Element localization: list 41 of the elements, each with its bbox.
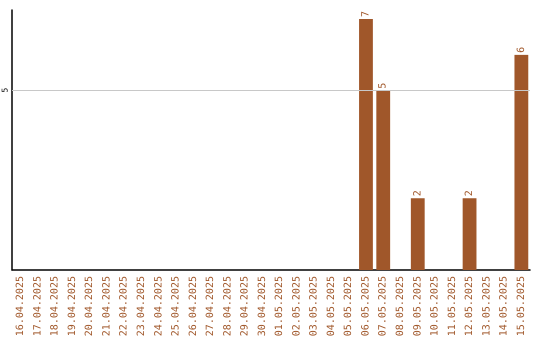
x-tick-label: 26.04.2025	[188, 276, 199, 336]
data-label: 7	[360, 10, 372, 17]
data-label: 2	[464, 190, 476, 196]
x-tick-label: 11.05.2025	[446, 276, 458, 336]
data-label: 5	[378, 82, 389, 89]
x-tick-label: 13.05.2025	[481, 276, 492, 336]
x-tick-label: 25.04.2025	[170, 276, 182, 336]
x-tick-label: 29.04.2025	[240, 276, 251, 336]
x-tick-label: 09.05.2025	[412, 276, 424, 336]
ref-line-label: 5	[0, 88, 10, 93]
x-tick-label: 17.04.2025	[32, 276, 44, 336]
x-tick-label: 27.04.2025	[205, 276, 216, 336]
x-tick-label: 23.04.2025	[136, 276, 147, 336]
x-tick-label: 20.04.2025	[84, 276, 96, 336]
x-tick-label: 08.05.2025	[395, 276, 406, 336]
x-tick-label: 02.05.2025	[291, 276, 302, 336]
x-tick-label: 06.05.2025	[360, 276, 372, 336]
x-tick-label: 15.05.2025	[516, 276, 527, 336]
bar	[462, 198, 476, 270]
data-label: 2	[412, 190, 424, 196]
x-tick-label: 10.05.2025	[430, 276, 441, 336]
x-tick-label: 28.04.2025	[222, 276, 234, 336]
bar	[376, 90, 390, 270]
bar	[359, 18, 373, 270]
x-tick-label: 12.05.2025	[464, 276, 476, 336]
x-tick-label: 05.05.2025	[343, 276, 354, 336]
x-tick-label: 19.04.2025	[66, 276, 78, 336]
x-tick-label: 21.04.2025	[101, 276, 112, 336]
data-label: 6	[516, 46, 527, 53]
x-tick-label: 04.05.2025	[326, 276, 337, 336]
x-tick-label: 30.04.2025	[256, 276, 268, 336]
x-tick-label: 03.05.2025	[308, 276, 320, 336]
x-tick-label: 22.04.2025	[118, 276, 130, 336]
x-tick-label: 16.04.2025	[15, 276, 26, 336]
x-tick-label: 01.05.2025	[274, 276, 286, 336]
bar	[410, 198, 425, 270]
bar	[514, 54, 528, 270]
x-tick-label: 07.05.2025	[378, 276, 389, 336]
x-tick-label: 14.05.2025	[498, 276, 510, 336]
x-tick-label: 24.04.2025	[153, 276, 164, 336]
x-tick-label: 18.04.2025	[50, 276, 61, 336]
